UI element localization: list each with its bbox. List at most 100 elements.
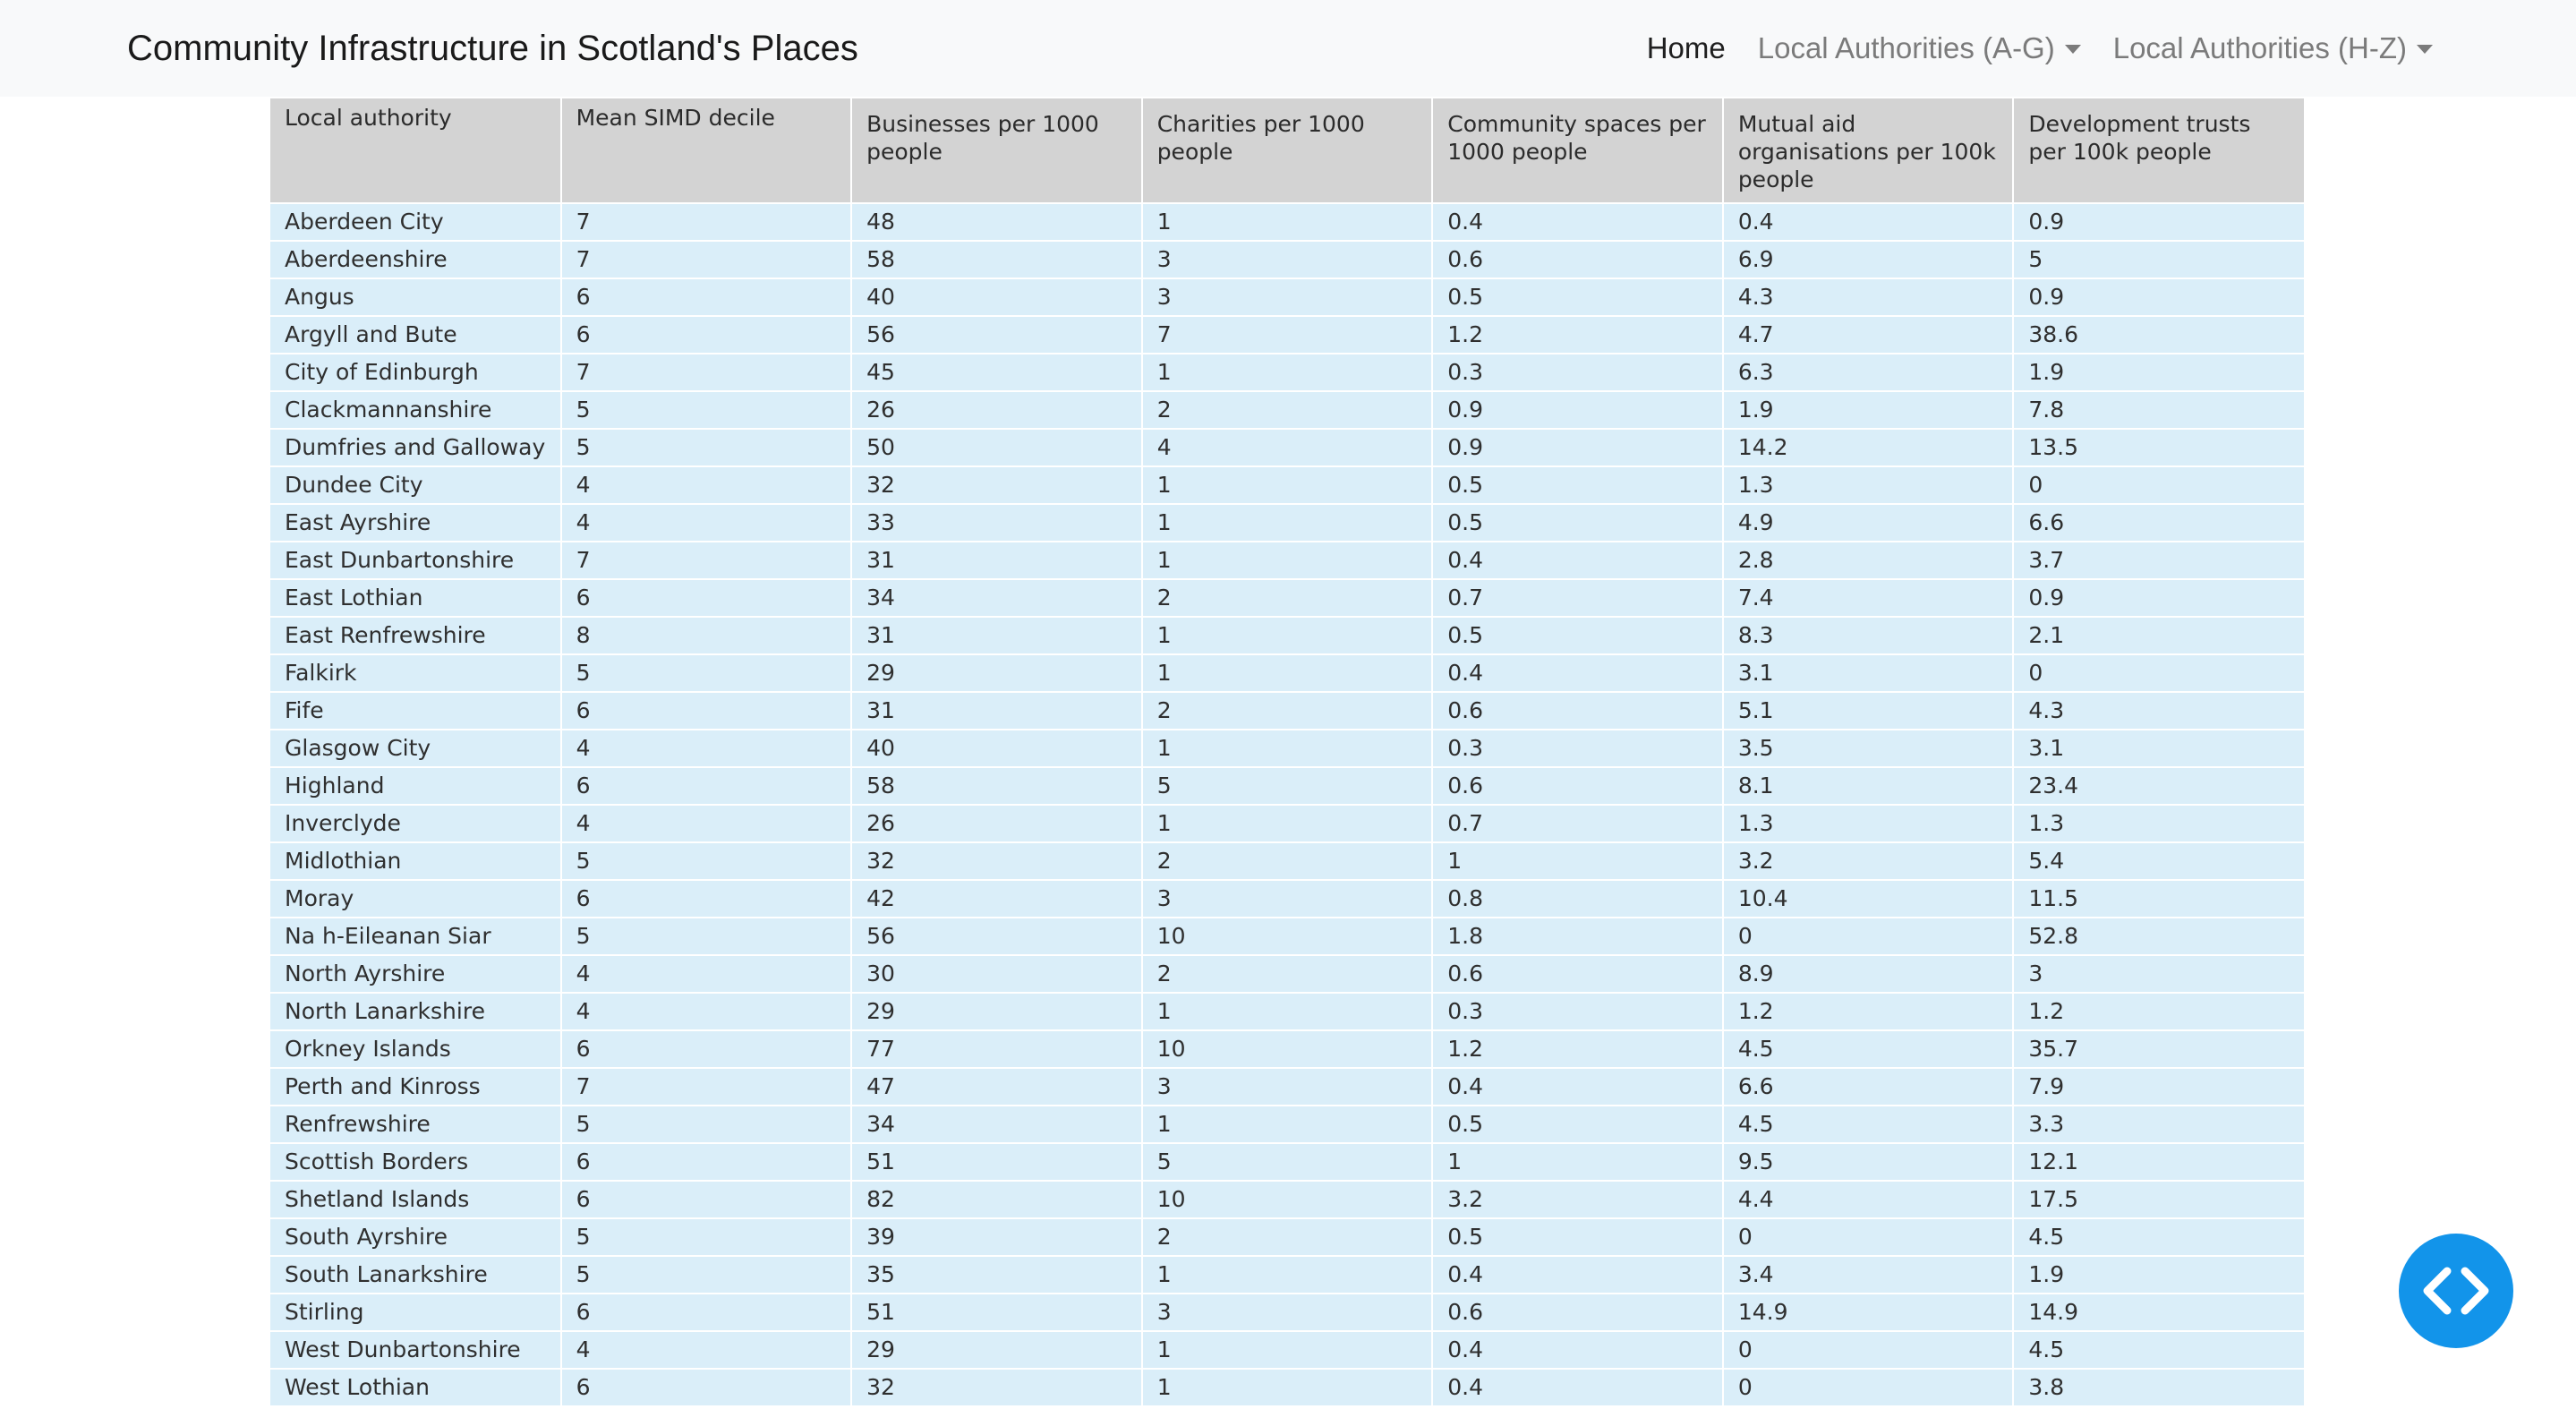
table-cell: 1 — [1141, 466, 1434, 505]
table-row: South Lanarkshire 5 35 1 0.4 3.4 1.9 — [270, 1256, 2304, 1294]
table-cell: 0.5 — [1432, 278, 1724, 317]
caret-down-icon — [2417, 45, 2433, 54]
table-cell: 51 — [851, 1294, 1143, 1332]
authority-name-cell: Dumfries and Galloway — [270, 429, 562, 467]
table-cell: 13.5 — [2013, 429, 2304, 467]
table-cell: 1 — [1141, 993, 1434, 1031]
table-row: West Lothian 6 32 1 0.4 0 3.8 — [270, 1369, 2304, 1407]
table-cell: 4 — [560, 466, 853, 505]
authority-name-cell: Angus — [270, 278, 562, 317]
table-cell: 6 — [560, 1181, 853, 1219]
authority-name-cell: Moray — [270, 880, 562, 918]
column-header[interactable]: Development trusts per 100k people — [2013, 98, 2304, 204]
table-cell: 1 — [1141, 1331, 1434, 1370]
table-cell: 2 — [1141, 692, 1434, 730]
table-cell: 3 — [1141, 1294, 1434, 1332]
table-cell: 10 — [1141, 918, 1434, 956]
table-cell: 6.6 — [1722, 1068, 2015, 1106]
table-cell: 0.3 — [1432, 354, 1724, 392]
table-cell: 34 — [851, 579, 1143, 618]
table-cell: 4 — [1141, 429, 1434, 467]
table-row: South Ayrshire 5 39 2 0.5 0 4.5 — [270, 1218, 2304, 1257]
table-cell: 3.4 — [1722, 1256, 2015, 1294]
table-cell: 1.2 — [2013, 993, 2304, 1031]
table-cell: 17.5 — [2013, 1181, 2304, 1219]
table-cell: 5 — [1141, 1143, 1434, 1182]
table-cell: 2 — [1141, 579, 1434, 618]
table-cell: 3 — [2013, 955, 2304, 994]
table-cell: 0.6 — [1432, 767, 1724, 806]
table-cell: 0.6 — [1432, 955, 1724, 994]
table-cell: 3.1 — [2013, 730, 2304, 768]
table-cell: 4 — [560, 504, 853, 542]
table-cell: 3.2 — [1432, 1181, 1724, 1219]
table-cell: 7 — [560, 542, 853, 580]
table-cell: 4.3 — [1722, 278, 2015, 317]
table-cell: 0.4 — [1722, 202, 2015, 242]
embed-code-button[interactable] — [2399, 1234, 2513, 1348]
authority-name-cell: Orkney Islands — [270, 1030, 562, 1069]
table-cell: 32 — [851, 1369, 1143, 1407]
column-header[interactable]: Businesses per 1000 people — [851, 98, 1143, 204]
table-cell: 51 — [851, 1143, 1143, 1182]
table-cell: 1 — [1141, 1369, 1434, 1407]
table-cell: 30 — [851, 955, 1143, 994]
nav-dropdown-authorities-h-z[interactable]: Local Authorities (H-Z) — [2113, 31, 2433, 65]
table-cell: 1.8 — [1432, 918, 1724, 956]
table-cell: 35.7 — [2013, 1030, 2304, 1069]
table-cell: 1.9 — [2013, 1256, 2304, 1294]
authority-name-cell: East Lothian — [270, 579, 562, 618]
table-cell: 1 — [1141, 654, 1434, 693]
authority-name-cell: Midlothian — [270, 842, 562, 881]
table-row: Glasgow City 4 40 1 0.3 3.5 3.1 — [270, 730, 2304, 768]
table-cell: 1 — [1141, 504, 1434, 542]
table-cell: 8.1 — [1722, 767, 2015, 806]
authority-name-cell: Argyll and Bute — [270, 316, 562, 354]
column-header[interactable]: Local authority — [270, 98, 562, 204]
authority-name-cell: Aberdeenshire — [270, 241, 562, 279]
table-row: East Renfrewshire 8 31 1 0.5 8.3 2.1 — [270, 617, 2304, 655]
table-cell: 0.3 — [1432, 993, 1724, 1031]
table-row: East Ayrshire 4 33 1 0.5 4.9 6.6 — [270, 504, 2304, 542]
table-cell: 31 — [851, 692, 1143, 730]
table-header-row: Local authority Mean SIMD decile Busines… — [270, 98, 2304, 204]
table-row: Inverclyde 4 26 1 0.7 1.3 1.3 — [270, 805, 2304, 843]
table-cell: 6 — [560, 579, 853, 618]
site-title[interactable]: Community Infrastructure in Scotland's P… — [127, 29, 858, 68]
column-header[interactable]: Charities per 1000 people — [1141, 98, 1434, 204]
table-cell: 0.5 — [1432, 504, 1724, 542]
nav-home-link[interactable]: Home — [1647, 31, 1726, 65]
table-cell: 5.4 — [2013, 842, 2304, 881]
table-row: Clackmannanshire 5 26 2 0.9 1.9 7.8 — [270, 391, 2304, 430]
column-header[interactable]: Community spaces per 1000 people — [1432, 98, 1724, 204]
table-row: Aberdeen City 7 48 1 0.4 0.4 0.9 — [270, 202, 2304, 242]
table-cell: 0 — [1722, 918, 2015, 956]
table-cell: 52.8 — [2013, 918, 2304, 956]
table-cell: 5 — [560, 1218, 853, 1257]
column-header[interactable]: Mean SIMD decile — [560, 98, 853, 204]
table-cell: 32 — [851, 842, 1143, 881]
table-cell: 82 — [851, 1181, 1143, 1219]
table-cell: 38.6 — [2013, 316, 2304, 354]
table-row: Stirling 6 51 3 0.6 14.9 14.9 — [270, 1294, 2304, 1332]
authority-name-cell: South Ayrshire — [270, 1218, 562, 1257]
table-cell: 7.4 — [1722, 579, 2015, 618]
column-header[interactable]: Mutual aid organisations per 100k people — [1722, 98, 2015, 204]
authority-name-cell: Dundee City — [270, 466, 562, 505]
nav-dropdown-label: Local Authorities (A-G) — [1757, 31, 2055, 64]
table-cell: 0 — [2013, 466, 2304, 505]
table-cell: 1 — [1141, 202, 1434, 242]
authority-name-cell: East Dunbartonshire — [270, 542, 562, 580]
table-cell: 6 — [560, 278, 853, 317]
table-cell: 8 — [560, 617, 853, 655]
table-cell: 0 — [1722, 1331, 2015, 1370]
nav-dropdown-authorities-a-g[interactable]: Local Authorities (A-G) — [1758, 31, 2081, 65]
table-cell: 0.7 — [1432, 805, 1724, 843]
table-row: Angus 6 40 3 0.5 4.3 0.9 — [270, 278, 2304, 317]
table-row: Na h-Eileanan Siar 5 56 10 1.8 0 52.8 — [270, 918, 2304, 956]
table-cell: 0.4 — [1432, 1256, 1724, 1294]
table-cell: 1 — [1141, 1256, 1434, 1294]
table-cell: 7 — [1141, 316, 1434, 354]
table-cell: 1 — [1432, 842, 1724, 881]
authority-name-cell: South Lanarkshire — [270, 1256, 562, 1294]
